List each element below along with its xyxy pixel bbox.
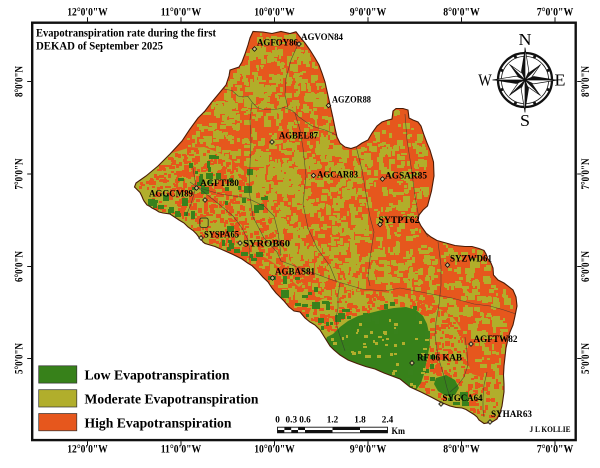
svg-text:7°0'0"N: 7°0'0"N [580,158,592,190]
svg-text:AGBAS81: AGBAS81 [275,267,315,277]
svg-text:8°0'0"W: 8°0'0"W [443,443,480,455]
svg-text:0.3: 0.3 [286,415,298,425]
svg-text:DEKAD of September 2025: DEKAD of September 2025 [36,40,163,52]
svg-text:11°0'0"W: 11°0'0"W [161,7,202,19]
svg-text:10°0'0"W: 10°0'0"W [254,443,295,455]
svg-text:SYSPA65: SYSPA65 [204,230,239,240]
svg-text:RF 06 KAB: RF 06 KAB [417,353,462,363]
svg-text:AGCAR83: AGCAR83 [317,170,358,180]
svg-text:Moderate Evapotranspiration: Moderate Evapotranspiration [85,392,259,407]
svg-text:8°0'0"W: 8°0'0"W [443,7,480,19]
svg-text:1.8: 1.8 [354,415,366,425]
svg-text:N: N [519,30,532,49]
svg-text:11°0'0"W: 11°0'0"W [161,443,202,455]
svg-text:SYGCA64: SYGCA64 [443,393,483,403]
svg-text:6°0'0"N: 6°0'0"N [14,250,26,282]
svg-text:9°0'0"W: 9°0'0"W [350,443,387,455]
svg-text:SYZWD61: SYZWD61 [450,254,492,264]
svg-text:5°0'0"N: 5°0'0"N [580,342,592,374]
svg-text:AGGCM89: AGGCM89 [149,188,193,198]
svg-text:E: E [555,70,566,89]
svg-text:1.2: 1.2 [327,415,339,425]
svg-text:Low Evapotranspiration: Low Evapotranspiration [85,368,230,383]
svg-text:AGVON84: AGVON84 [301,32,343,42]
svg-text:9°0'0"W: 9°0'0"W [350,7,387,19]
svg-text:SYHAR63: SYHAR63 [491,409,532,419]
svg-text:6°0'0"N: 6°0'0"N [580,250,592,282]
svg-text:AGFOY86: AGFOY86 [257,37,298,47]
svg-text:8°0'0"N: 8°0'0"N [580,65,592,97]
svg-text:SYROB60: SYROB60 [243,239,290,249]
svg-text:8°0'0"N: 8°0'0"N [14,65,26,97]
svg-text:5°0'0"N: 5°0'0"N [14,342,26,374]
svg-text:AGSAR85: AGSAR85 [385,171,427,181]
svg-text:AGBEL87: AGBEL87 [279,131,318,141]
svg-text:7°0'0"W: 7°0'0"W [537,7,574,19]
svg-text:SYTPT62: SYTPT62 [379,215,420,225]
svg-text:AGZOR88: AGZOR88 [332,94,371,104]
svg-text:2.4: 2.4 [382,415,394,425]
svg-text:12°0'0"W: 12°0'0"W [67,443,108,455]
svg-text:S: S [520,111,530,130]
svg-text:Evapotranspiration rate during: Evapotranspiration rate during the first [36,27,216,39]
svg-text:J L KOLLIE: J L KOLLIE [530,424,571,434]
svg-text:Km: Km [392,426,406,437]
svg-text:High Evapotranspiration: High Evapotranspiration [85,415,232,430]
svg-text:7°0'0"W: 7°0'0"W [537,443,574,455]
svg-text:AGFTI80: AGFTI80 [200,178,239,188]
svg-text:AGFTW82: AGFTW82 [474,334,518,344]
svg-text:10°0'0"W: 10°0'0"W [254,7,295,19]
svg-text:12°0'0"W: 12°0'0"W [67,7,108,19]
svg-text:0.6: 0.6 [299,415,311,425]
svg-text:0: 0 [275,415,280,425]
svg-text:7°0'0"N: 7°0'0"N [14,158,26,190]
svg-text:W: W [478,70,492,89]
